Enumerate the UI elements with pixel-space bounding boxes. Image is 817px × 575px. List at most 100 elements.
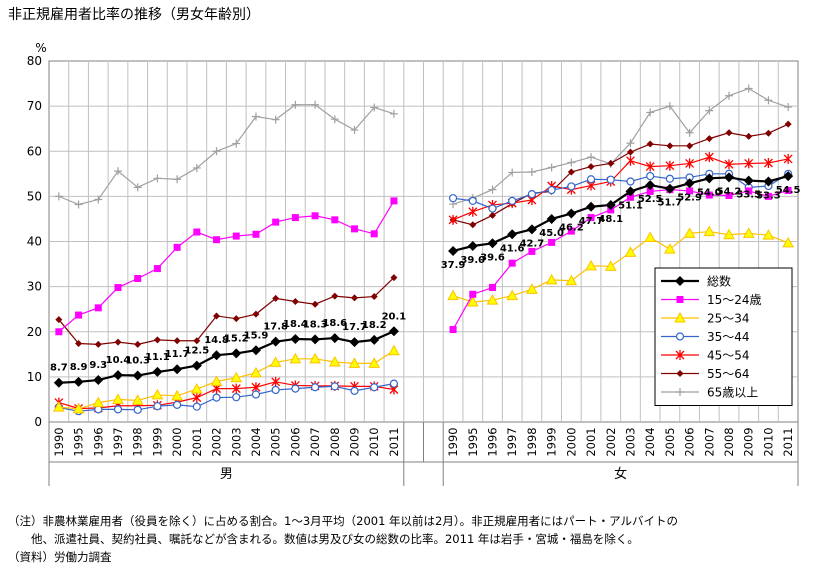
data-label: 41.6 [500, 243, 525, 254]
x-tick-label: 2005 [269, 427, 283, 456]
data-point [546, 213, 557, 224]
x-tick-label: 2000 [170, 427, 184, 456]
x-tick-label: 1999 [545, 427, 559, 456]
data-point [390, 274, 398, 282]
x-tick-label: 2008 [722, 427, 736, 456]
data-point [448, 194, 458, 203]
data-label: 39.0 [460, 255, 485, 266]
data-point [272, 218, 280, 226]
data-point [370, 103, 379, 112]
legend-item-a15_24: 15～24歳 [661, 293, 762, 307]
data-point [762, 229, 775, 240]
data-point [193, 228, 201, 236]
data-point [604, 260, 617, 271]
legend-label: 45～54 [707, 349, 750, 363]
data-label: 48.1 [598, 214, 623, 225]
series-total [53, 326, 399, 388]
data-point [665, 174, 674, 183]
data-point [764, 96, 773, 105]
series-a15_24 [55, 197, 398, 336]
x-tick-label: 2011 [387, 427, 401, 456]
data-point [447, 289, 459, 301]
y-tick-label: 0 [34, 415, 42, 429]
data-point [349, 337, 360, 348]
data-label: 12.5 [184, 346, 209, 357]
x-tick-label: 1997 [505, 427, 519, 456]
data-point [508, 259, 516, 267]
data-point [725, 129, 733, 137]
data-point [212, 147, 221, 156]
data-point [645, 161, 655, 172]
data-point [784, 187, 792, 195]
data-point [191, 360, 202, 371]
note-line-3: （資料）労働力調査 [8, 550, 112, 564]
data-point [133, 405, 142, 414]
data-point [370, 293, 378, 301]
data-point [94, 195, 103, 204]
data-point [370, 230, 378, 238]
data-point [250, 345, 261, 356]
data-point [626, 148, 634, 156]
legend: 総数 15～24歳 25～34 35～44 45～54 55～64 65歳以上 [654, 267, 793, 406]
data-point [193, 337, 201, 345]
data-point [725, 191, 733, 199]
data-point [309, 352, 321, 364]
data-point [114, 338, 122, 346]
data-point [114, 284, 122, 292]
data-label: 53.3 [756, 190, 781, 201]
legend-item-a45_54: 45～54 [661, 349, 750, 363]
data-point [624, 246, 637, 257]
data-point [153, 336, 161, 344]
data-point [151, 388, 164, 400]
data-point [250, 366, 262, 378]
data-point [368, 357, 381, 368]
series-a35_44 [54, 379, 399, 416]
x-tick-label: 2009 [348, 427, 362, 456]
data-point [134, 340, 142, 348]
data-point [291, 298, 299, 306]
data-point [763, 157, 773, 168]
y-tick-label: 30 [27, 280, 42, 294]
x-tick-label: 2001 [190, 427, 204, 456]
data-point [646, 108, 655, 117]
data-point [75, 339, 83, 347]
data-point [742, 227, 755, 238]
series-total [448, 171, 794, 256]
x-tick-label: 1990 [446, 427, 460, 456]
data-point [607, 159, 615, 167]
x-tick-label: 2007 [308, 427, 322, 456]
data-point [192, 163, 201, 172]
x-tick-label: 2010 [761, 427, 775, 456]
data-point [646, 140, 654, 148]
series-line [452, 87, 789, 205]
axes: 0 10 20 30 40 50 60 70 80% 1990 1995 1996 1997 1998 19… [27, 41, 799, 486]
data-point [271, 115, 280, 124]
data-label: 17.7 [342, 322, 367, 333]
x-tick-label: 2005 [663, 427, 677, 456]
data-point [506, 289, 519, 301]
series-a15_24 [449, 186, 792, 333]
x-tick-label: 2009 [742, 427, 756, 456]
data-point [703, 225, 716, 237]
data-point [112, 393, 124, 404]
data-label: 45.0 [539, 228, 564, 239]
data-point [311, 212, 319, 220]
data-point [390, 197, 398, 205]
data-point [232, 232, 240, 240]
data-label: 47.7 [579, 216, 604, 227]
data-point [132, 370, 143, 381]
data-point [745, 187, 753, 195]
x-tick-label: 2003 [623, 427, 637, 456]
data-point [271, 385, 280, 395]
data-point [527, 168, 536, 177]
data-point [192, 392, 202, 403]
data-point [211, 350, 222, 361]
data-point [566, 208, 577, 219]
chart-title: 非正規雇用者比率の推移（男女年齢別） [8, 7, 260, 23]
data-point [252, 230, 260, 238]
data-point [152, 366, 163, 377]
data-point [586, 175, 596, 184]
data-point [72, 402, 85, 414]
data-label: 46.2 [559, 223, 584, 234]
group-label: 女 [614, 466, 627, 482]
